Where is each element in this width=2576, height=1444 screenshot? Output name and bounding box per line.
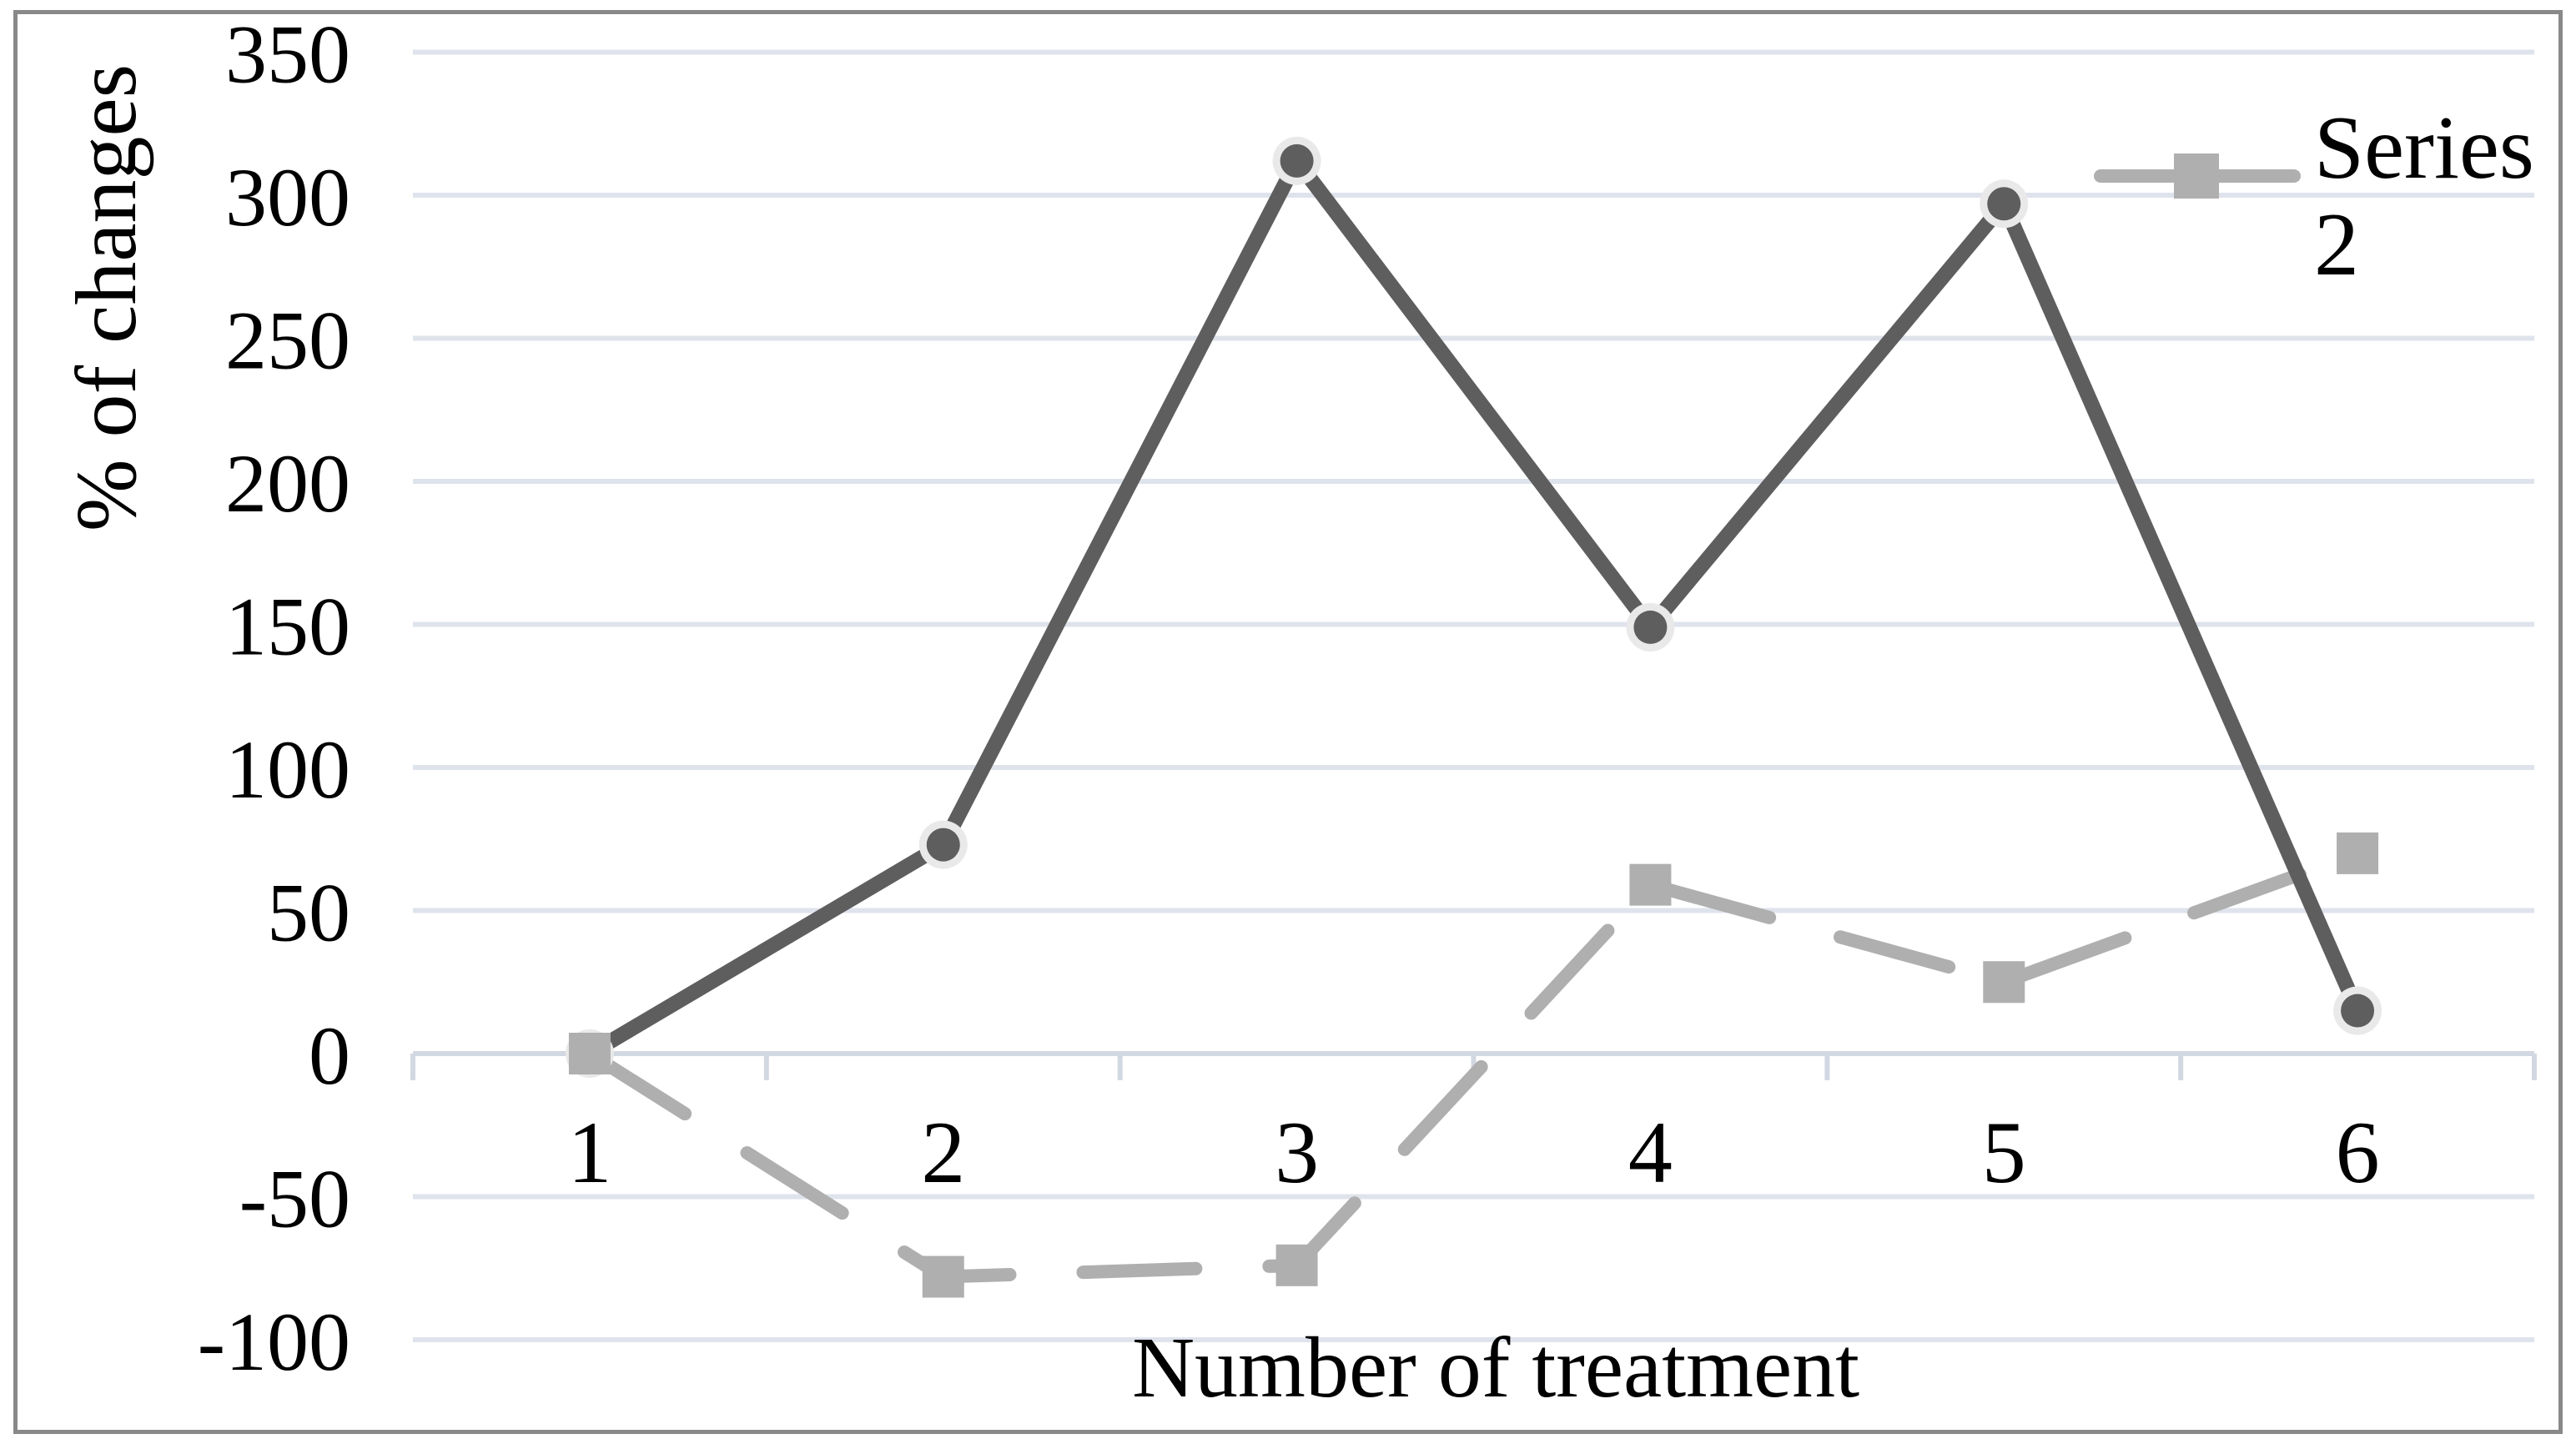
y-tick-label: 0 xyxy=(309,1009,350,1102)
y-tick-label: 50 xyxy=(267,867,350,959)
series-2-square-marker xyxy=(1983,961,2025,1004)
series-1-line xyxy=(581,153,2366,1061)
y-tick-label: 100 xyxy=(225,723,350,816)
y-tick-label: 350 xyxy=(225,8,350,101)
series-1-circle-marker xyxy=(1280,143,1314,178)
y-tick-labels: 350 300 250 200 150 100 50 0 -50 -100 xyxy=(198,8,350,1389)
x-tick-label: 6 xyxy=(2336,1104,2380,1201)
series-1-circle-marker xyxy=(1633,610,1668,644)
series-2-square-marker xyxy=(568,1033,611,1074)
gridlines xyxy=(413,49,2534,1342)
series-2-line xyxy=(582,846,2365,1284)
x-tick-label: 2 xyxy=(921,1104,965,1201)
x-tick-label: 1 xyxy=(567,1104,611,1201)
x-axis-title: Number of treatment xyxy=(1131,1320,1860,1416)
series-1-circle-marker xyxy=(1987,187,2021,221)
legend-label-line2: 2 xyxy=(2314,194,2359,294)
x-tick-label: 5 xyxy=(1982,1104,2026,1201)
x-tick-labels: 1 2 3 4 5 6 xyxy=(567,1104,2379,1201)
series-1-solid-path xyxy=(581,153,2366,1061)
series-2-square-marker xyxy=(2337,832,2379,874)
series-2-square-marker xyxy=(1629,863,1672,906)
legend: Series 2 xyxy=(2092,100,2534,293)
y-axis-title: % of changes xyxy=(58,63,154,532)
legend-square-marker xyxy=(2174,153,2219,199)
series-2-dashed-path xyxy=(582,846,2365,1284)
legend-label-line1: Series xyxy=(2314,98,2534,198)
series-2-square-marker xyxy=(922,1255,964,1298)
series-2-markers xyxy=(568,832,2379,1298)
series-1-circle-marker xyxy=(926,828,960,862)
x-tick-label: 4 xyxy=(1628,1104,1673,1201)
series2-legend-marker-icon xyxy=(2094,153,2301,199)
y-tick-label: -50 xyxy=(239,1153,350,1245)
y-tick-label: 200 xyxy=(225,437,350,530)
series-2-square-marker xyxy=(1275,1244,1318,1286)
series-1-circle-marker xyxy=(2341,994,2375,1028)
y-tick-label: 300 xyxy=(225,151,350,244)
y-tick-label: 150 xyxy=(225,581,350,673)
y-tick-label: -100 xyxy=(198,1296,350,1388)
y-tick-label: 250 xyxy=(225,294,350,387)
legend-label: Series 2 xyxy=(2314,100,2534,293)
x-tick-label: 3 xyxy=(1275,1104,1319,1201)
